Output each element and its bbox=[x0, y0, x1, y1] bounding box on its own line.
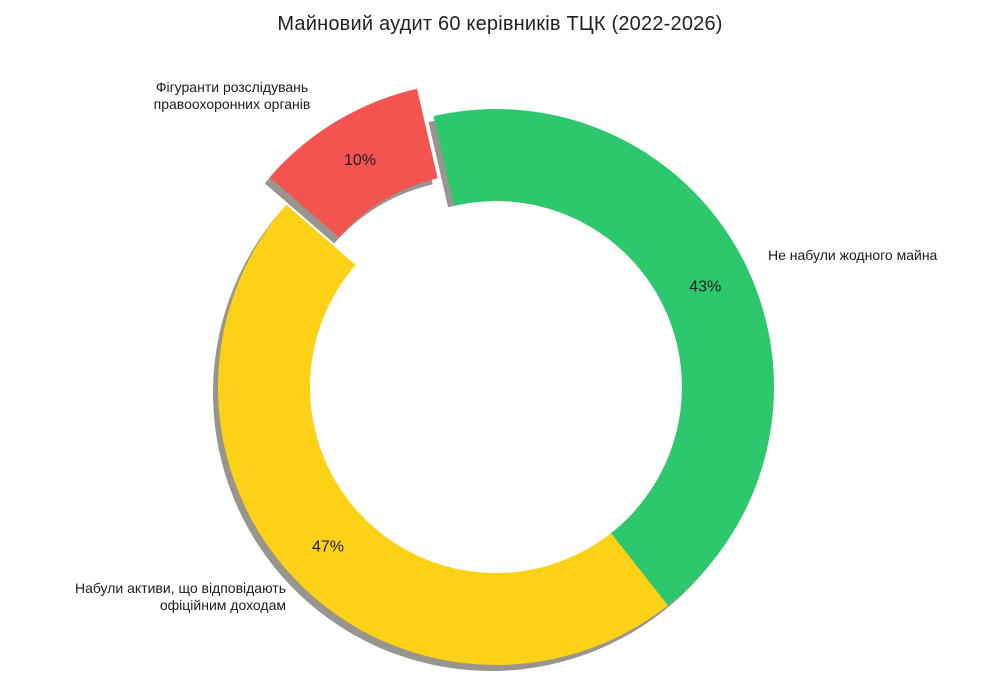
slice-callout-no-assets: Не набули жодного майна bbox=[768, 247, 938, 263]
slice-callout-legit-assets: Набули активи, що відповідають офіційним… bbox=[74, 580, 286, 614]
donut-hole bbox=[310, 201, 682, 573]
pie-slice-investigated bbox=[269, 88, 438, 238]
chart-title: Майновий аудит 60 керівників ТЦК (2022-2… bbox=[277, 13, 723, 35]
pie-slice-pct-investigated: 10% bbox=[344, 152, 376, 169]
pie-slice-pct-no-assets: 43% bbox=[689, 278, 721, 295]
pie-slice-legit-assets bbox=[217, 204, 668, 666]
pie-slice-no-assets bbox=[433, 109, 774, 606]
slice-callout-investigated: Фігуранти розслідувань правоохоронних ор… bbox=[153, 79, 311, 113]
pie-slice-pct-legit-assets: 47% bbox=[312, 538, 344, 555]
